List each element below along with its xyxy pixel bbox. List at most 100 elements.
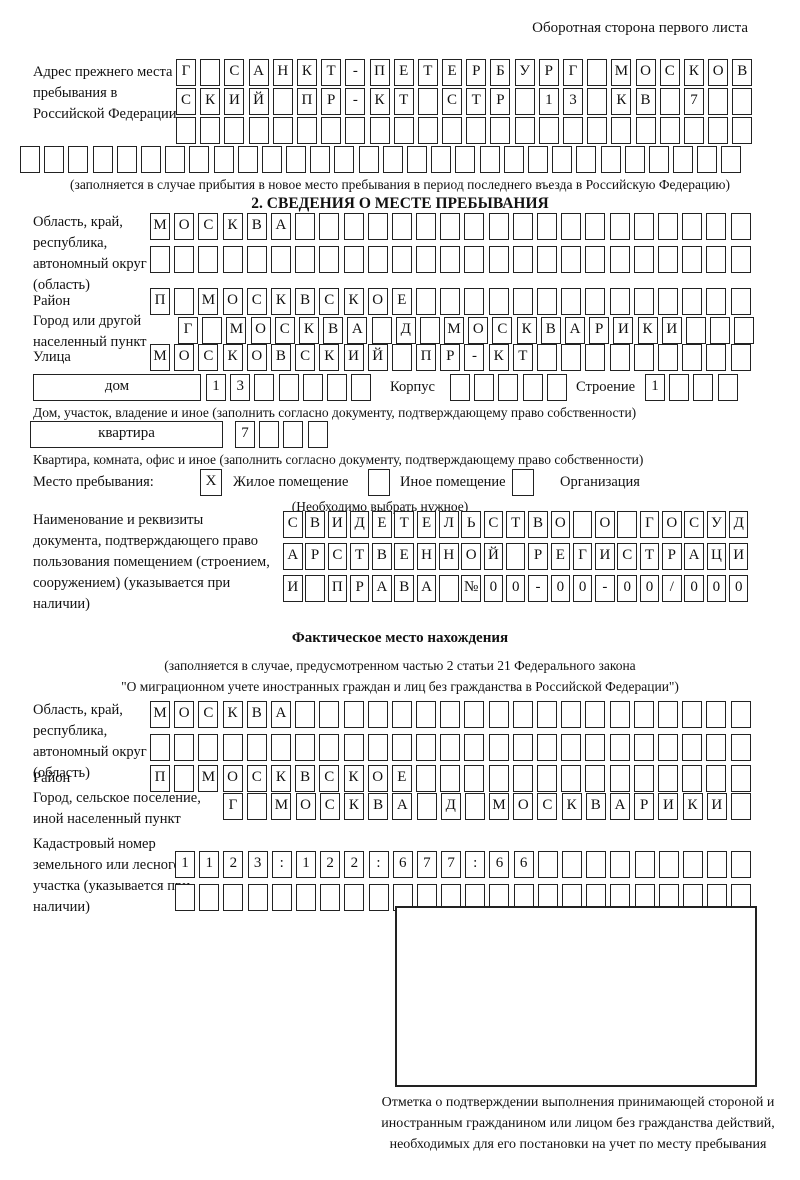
dom-note: Дом, участок, владение и иное (заполнить… [33, 405, 637, 420]
char-cell: С [659, 59, 680, 86]
char-cell [527, 146, 548, 173]
char-cell: 7 [441, 851, 462, 878]
char-cell [537, 701, 557, 728]
char-cell: К [298, 317, 319, 344]
char-cell [624, 146, 645, 173]
char-cell [537, 734, 557, 761]
char-cell [634, 851, 655, 878]
char-cell [512, 288, 533, 315]
char-cell: А [416, 575, 437, 602]
char-cell [657, 701, 678, 728]
char-cell [358, 146, 379, 173]
char-cell: Р [538, 59, 559, 86]
char-cell [174, 246, 195, 273]
char-cell: 1 [175, 851, 195, 878]
char-cell: / [662, 575, 682, 602]
char-cell [286, 146, 307, 173]
char-cell [92, 146, 113, 173]
char-cell: О [635, 59, 656, 86]
char-cell [561, 734, 582, 761]
char-cell [682, 851, 703, 878]
char-cell: Т [466, 88, 487, 115]
char-cell [673, 146, 694, 173]
char-cell [488, 213, 509, 240]
char-cell [512, 213, 533, 240]
char-cell [488, 288, 509, 315]
char-cell: О [174, 344, 195, 371]
char-cell: О [468, 317, 489, 344]
char-cell: В [246, 213, 267, 240]
char-cell [730, 288, 751, 315]
char-cell [659, 117, 680, 144]
char-cell [648, 146, 669, 173]
char-cell: 0 [728, 575, 749, 602]
char-cell [514, 117, 535, 144]
char-cell: 3 [247, 851, 268, 878]
mesto-option-label-zhiloe: Жилое помещение [233, 474, 349, 490]
char-cell: С [483, 511, 504, 538]
char-cell: И [706, 793, 727, 820]
char-cell: П [150, 288, 170, 315]
char-cell: Г [572, 543, 593, 570]
char-cell [254, 374, 275, 401]
char-cell: О [708, 59, 729, 86]
char-cell [302, 374, 323, 401]
char-cell: 3 [563, 88, 583, 115]
char-cell [505, 543, 526, 570]
char-cell [706, 765, 727, 792]
char-cell: М [611, 59, 632, 86]
char-cell [609, 213, 630, 240]
fact-rayon-label: Район [33, 770, 71, 786]
char-cell [440, 246, 461, 273]
char-cell [479, 146, 500, 173]
char-cell: И [327, 511, 348, 538]
char-cell: У [706, 511, 727, 538]
char-cell [537, 851, 558, 878]
char-cell: С [198, 701, 219, 728]
char-cell: 1 [199, 851, 220, 878]
char-cell [537, 213, 557, 240]
char-cell: Л [439, 511, 459, 538]
char-cell [731, 851, 752, 878]
fact-title: Фактическое место нахождения [291, 630, 509, 646]
char-cell [682, 246, 703, 273]
char-cell [198, 734, 219, 761]
char-cell: К [200, 88, 221, 115]
char-cell: Ь [461, 511, 481, 538]
char-cell [730, 344, 751, 371]
char-cell: 0 [617, 575, 637, 602]
char-cell: С [684, 511, 704, 538]
char-cell: - [345, 88, 366, 115]
char-cell [417, 117, 438, 144]
char-cell [371, 317, 392, 344]
char-cell: 7 [683, 88, 704, 115]
char-cell: - [345, 59, 366, 86]
char-cell: И [595, 543, 615, 570]
char-cell [657, 213, 678, 240]
char-cell [440, 213, 461, 240]
char-cell [633, 734, 654, 761]
char-cell: В [246, 701, 267, 728]
char-cell [587, 88, 608, 115]
char-cell [407, 146, 427, 173]
char-cell [657, 344, 678, 371]
char-cell [344, 884, 365, 911]
char-cell [305, 575, 325, 602]
char-cell [319, 734, 340, 761]
char-cell [320, 884, 341, 911]
char-cell: А [283, 543, 303, 570]
char-cell: Е [550, 543, 571, 570]
char-cell [202, 317, 223, 344]
kadastr-label: Кадастровый номер земельного или лесного… [33, 836, 190, 915]
char-cell: 3 [230, 374, 251, 401]
char-cell [200, 117, 221, 144]
char-cell: 1 [295, 851, 316, 878]
char-cell: С [198, 213, 219, 240]
char-cell [319, 213, 340, 240]
kvartira-cells: 7 [235, 421, 332, 448]
char-cell: К [296, 59, 317, 86]
char-cell [391, 246, 412, 273]
char-cell [682, 734, 703, 761]
